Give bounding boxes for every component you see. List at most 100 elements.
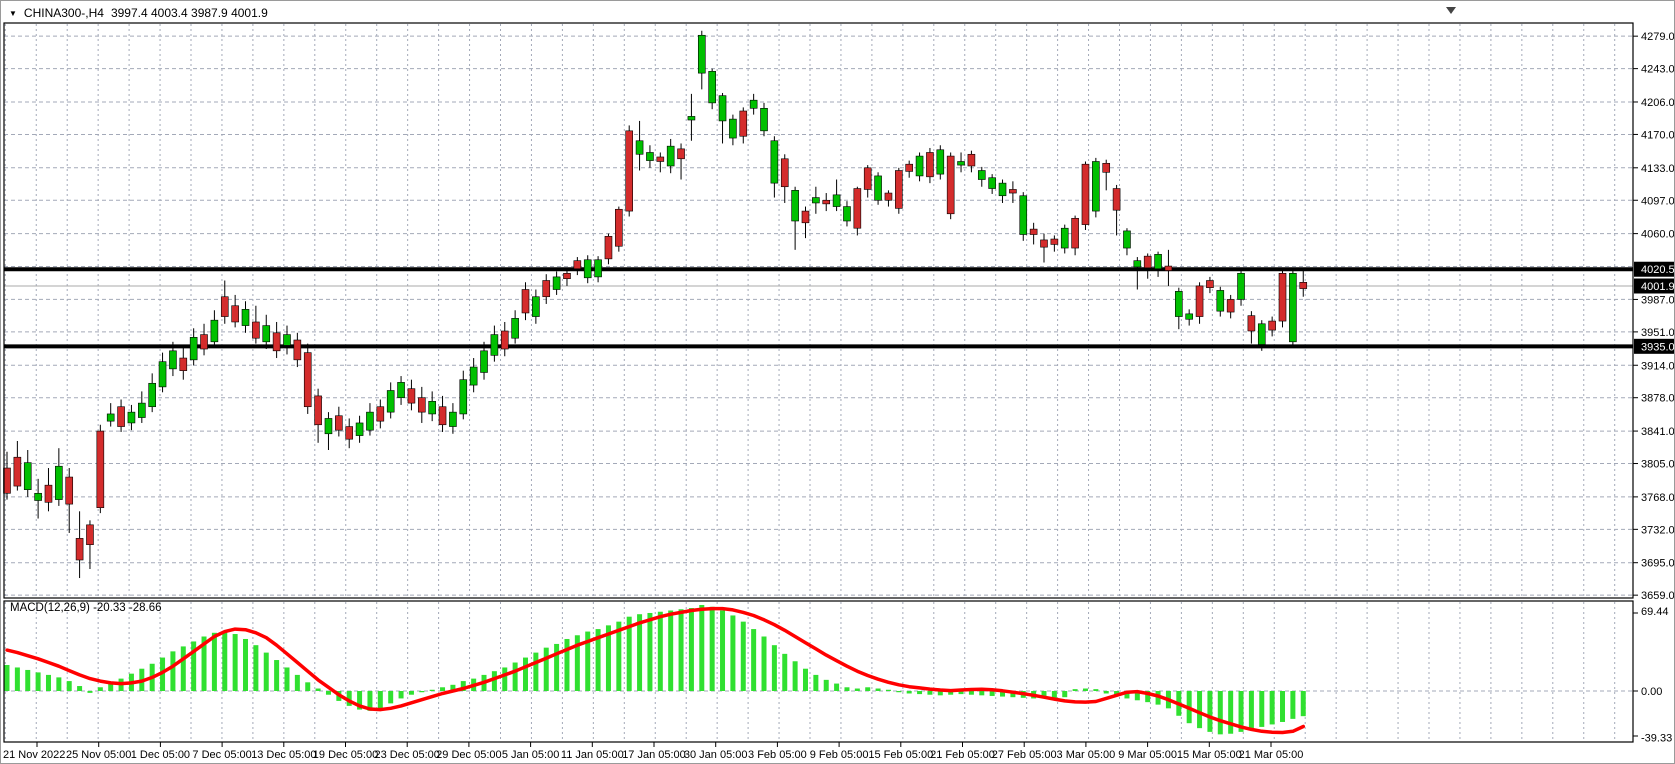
symbol-period-label: CHINA300-,H4	[23, 6, 104, 20]
macd-signal-line	[5, 606, 1306, 735]
macd-histogram-bar	[191, 641, 197, 691]
candle	[812, 186, 820, 214]
candle	[511, 310, 519, 344]
macd-histogram-bar	[305, 682, 311, 691]
macd-histogram-bar	[398, 691, 404, 699]
candle	[677, 143, 685, 180]
macd-histogram-bar	[595, 629, 601, 691]
macd-histogram-bar	[429, 689, 435, 691]
candle	[1257, 320, 1266, 351]
candle	[397, 376, 405, 405]
time-axis-label: 25 Nov 05:00	[66, 749, 131, 761]
macd-histogram-bar	[937, 691, 943, 696]
candle	[1216, 286, 1225, 317]
macd-histogram-bar	[668, 610, 674, 691]
time-axis-label: 21 Feb 05:00	[930, 749, 995, 761]
macd-histogram-bar	[948, 691, 954, 695]
macd-histogram-bar	[1062, 691, 1068, 698]
candle	[977, 166, 986, 187]
candle	[635, 120, 644, 171]
macd-histogram-bar	[201, 636, 207, 691]
macd-histogram-bar	[222, 631, 228, 691]
candle	[200, 323, 208, 356]
price-axis-label: 3841.0	[1641, 426, 1675, 438]
candle	[1081, 161, 1090, 231]
price-axis-label: 3914.0	[1641, 360, 1675, 372]
price-axis-label: 4170.0	[1641, 129, 1675, 141]
candle	[148, 373, 156, 413]
candle	[780, 154, 789, 203]
macd-histogram-bar	[1072, 689, 1078, 691]
candle	[262, 314, 271, 350]
candle	[407, 379, 416, 411]
candle	[179, 345, 188, 380]
macd-histogram-bar	[885, 689, 891, 691]
candle	[770, 136, 779, 198]
candle	[729, 114, 737, 146]
macd-histogram-bar	[388, 691, 394, 704]
candle	[65, 468, 74, 533]
macd-histogram-bar	[263, 652, 269, 691]
candle	[563, 270, 571, 286]
candle	[1060, 224, 1069, 254]
candle	[739, 107, 748, 144]
candle	[946, 152, 955, 220]
candle	[480, 341, 488, 380]
time-axis-label: 7 Dec 05:00	[192, 749, 251, 761]
time-axis-label: 15 Feb 05:00	[868, 749, 933, 761]
macd-histogram-bar	[533, 652, 539, 691]
macd-histogram-bar	[1290, 691, 1296, 719]
candle	[749, 93, 758, 115]
macd-histogram-bar	[688, 608, 694, 691]
time-axis-label: 3 Mar 05:00	[1057, 749, 1116, 761]
macd-histogram-bar	[346, 691, 352, 706]
macd-histogram-bar	[367, 691, 373, 711]
time-axis-label: 1 Dec 05:00	[131, 749, 190, 761]
candle	[1143, 253, 1152, 279]
candle	[895, 167, 903, 214]
price-axis-label: 4097.0	[1641, 195, 1675, 207]
macd-histogram-bar	[989, 691, 995, 696]
candle	[1133, 257, 1142, 290]
macd-histogram-bar	[56, 677, 62, 691]
candle	[801, 206, 810, 239]
chart-shift-marker-icon[interactable]	[1446, 7, 1456, 14]
macd-histogram-bar	[958, 691, 964, 695]
macd-histogram-bar	[740, 621, 746, 691]
macd-histogram-bar	[1124, 691, 1130, 699]
price-axis-label: 3951.0	[1641, 327, 1675, 339]
horizontal-level-lines[interactable]	[4, 267, 1633, 349]
candle	[1040, 233, 1048, 263]
symbol-dropdown-icon[interactable]: ▼	[9, 8, 17, 18]
candle	[760, 102, 768, 137]
macd-indicator-label: MACD(12,26,9) -20.33 -28.66	[10, 602, 162, 614]
time-axis-label: 17 Jan 05:00	[622, 749, 686, 761]
time-axis-label: 9 Feb 05:00	[810, 749, 869, 761]
price-axis-label: 4133.0	[1641, 163, 1675, 175]
candle	[55, 448, 63, 506]
candle	[1071, 215, 1079, 256]
macd-histogram-bar	[1093, 689, 1099, 691]
candle	[459, 370, 468, 420]
candle	[646, 145, 654, 168]
candle	[75, 511, 84, 579]
macd-histogram-bar	[66, 681, 72, 691]
macd-histogram-bar	[315, 688, 321, 691]
candle	[1195, 282, 1204, 324]
macd-histogram-bar	[771, 645, 777, 691]
macd-histogram-bar	[87, 691, 93, 693]
macd-histogram-bar	[626, 616, 632, 691]
time-axis-label: 21 Mar 05:00	[1239, 749, 1304, 761]
macd-histogram-bar	[968, 691, 974, 695]
macd-histogram-bar	[802, 668, 808, 691]
candle	[1164, 249, 1173, 286]
candle	[905, 160, 913, 178]
macd-histogram-bar	[917, 691, 923, 695]
price-axis-label: 3768.0	[1641, 492, 1675, 504]
candle	[1123, 228, 1131, 256]
macd-histogram-bar	[512, 662, 518, 691]
macd-histogram-bar	[585, 631, 591, 691]
macd-histogram-bar	[637, 614, 643, 691]
candle	[843, 201, 851, 227]
